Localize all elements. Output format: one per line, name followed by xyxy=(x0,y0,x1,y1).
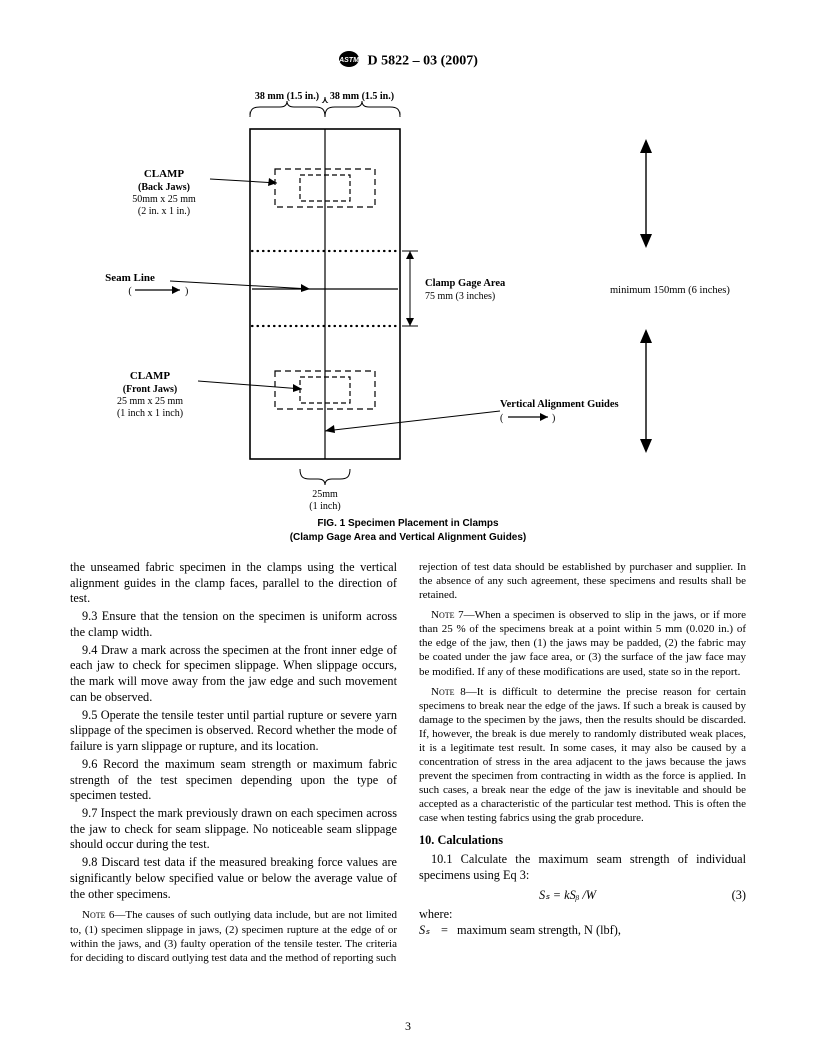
body-text: the unseamed fabric specimen in the clam… xyxy=(70,560,746,967)
gage-area-dim: 75 mm (3 inches) xyxy=(425,291,495,302)
figure-caption: FIG. 1 Specimen Placement in Clamps (Cla… xyxy=(70,517,746,544)
eq3-number: (3) xyxy=(716,888,746,904)
para-9-8: 9.8 Discard test data if the measured br… xyxy=(70,855,397,902)
clamp-back-title: CLAMP xyxy=(144,168,185,180)
clamp-front-dim2: (1 inch x 1 inch) xyxy=(117,408,183,419)
page-header: ASTM D 5822 – 03 (2007) xyxy=(70,50,746,73)
clamp-back-dim1: 50mm x 25 mm xyxy=(132,194,196,205)
right-min: minimum 150mm (6 inches) xyxy=(610,285,730,296)
eq3-formula: Sₛ = kSᵦ /W xyxy=(419,888,716,904)
svg-text:(: ( xyxy=(128,286,132,297)
note-6: Note 6—The causes of such outlying data … xyxy=(70,908,397,964)
top-right-dim: 38 mm (1.5 in.) xyxy=(330,91,394,102)
clamp-front-sub: (Front Jaws) xyxy=(123,384,178,395)
top-left-dim: 38 mm (1.5 in.) xyxy=(255,91,319,102)
vert-guides-label: Vertical Alignment Guides xyxy=(500,399,619,410)
where-def: maximum seam strength, N (lbf), xyxy=(457,923,621,939)
clamp-front-title: CLAMP xyxy=(130,370,171,382)
designation: D 5822 – 03 (2007) xyxy=(368,54,478,69)
section-10-head: 10. Calculations xyxy=(419,833,746,849)
svg-text:ASTM: ASTM xyxy=(338,57,359,64)
clamp-back-dim2: (2 in. x 1 in.) xyxy=(138,206,190,217)
para-9-6: 9.6 Record the maximum seam strength or … xyxy=(70,757,397,804)
svg-text:(: ( xyxy=(500,413,504,424)
bottom-dim2: (1 inch) xyxy=(309,501,340,511)
where-sym: Sₛ xyxy=(419,923,441,939)
svg-text:): ) xyxy=(185,286,188,297)
para-9-7: 9.7 Inspect the mark previously drawn on… xyxy=(70,806,397,853)
clamp-back-sub: (Back Jaws) xyxy=(138,182,190,193)
para-10-1: 10.1 Calculate the maximum seam strength… xyxy=(419,852,746,883)
note-7: Note 7—When a specimen is observed to sl… xyxy=(419,608,746,678)
para-9-5: 9.5 Operate the tensile tester until par… xyxy=(70,708,397,755)
clamp-front-dim1: 25 mm x 25 mm xyxy=(117,396,183,407)
bottom-dim1: 25mm xyxy=(312,489,338,500)
para-9-4: 9.4 Draw a mark across the specimen at t… xyxy=(70,643,397,706)
para-9-3: 9.3 Ensure that the tension on the speci… xyxy=(70,609,397,640)
equation-3: Sₛ = kSᵦ /W (3) xyxy=(419,888,746,904)
seam-line-label: Seam Line xyxy=(105,272,155,284)
where-row-1: Sₛ = maximum seam strength, N (lbf), xyxy=(419,923,746,939)
svg-text:): ) xyxy=(552,413,555,424)
where-eq: = xyxy=(441,923,457,939)
para-cont: the unseamed fabric specimen in the clam… xyxy=(70,560,397,607)
fig-caption-line2: (Clamp Gage Area and Vertical Alignment … xyxy=(70,531,746,545)
fig-caption-line1: FIG. 1 Specimen Placement in Clamps xyxy=(70,517,746,531)
gage-area-label: Clamp Gage Area xyxy=(425,278,506,289)
col2-cont: rejection of test data should be establi… xyxy=(419,560,746,602)
where-label: where: xyxy=(419,907,746,923)
astm-logo-icon: ASTM xyxy=(338,50,360,73)
page-number: 3 xyxy=(0,1019,816,1034)
figure-1-diagram: 38 mm (1.5 in.) 38 mm (1.5 in.) CLAMP (B… xyxy=(70,91,746,511)
note-8: Note 8—It is difficult to determine the … xyxy=(419,685,746,826)
